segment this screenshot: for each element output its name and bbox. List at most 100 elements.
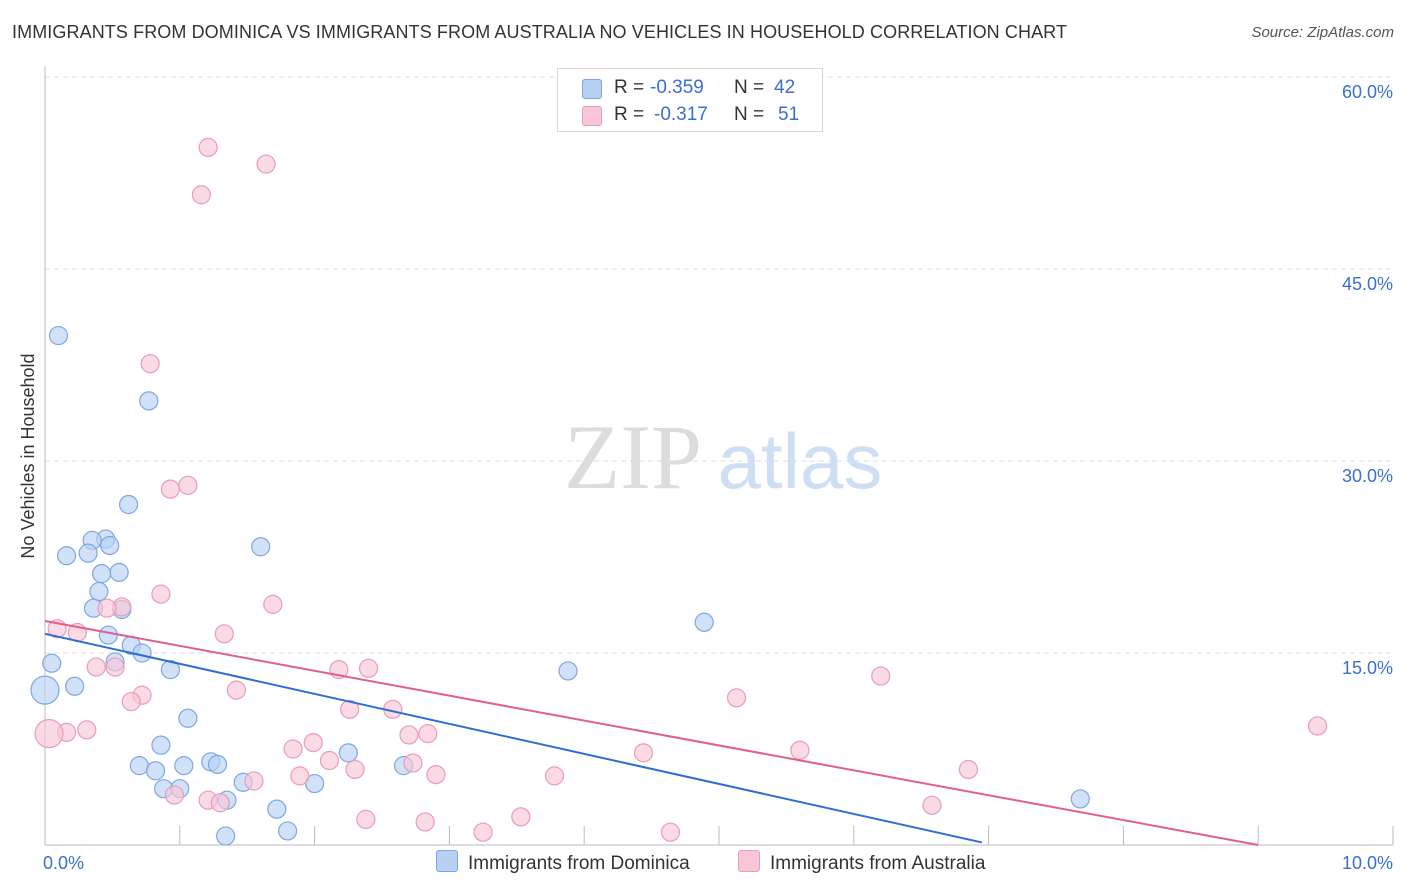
point-australia xyxy=(290,766,310,786)
point-australia xyxy=(263,594,283,614)
point-australia xyxy=(790,740,810,760)
point-australia xyxy=(283,739,303,759)
point-australia xyxy=(34,719,64,749)
point-dominica xyxy=(30,675,60,705)
point-australia xyxy=(511,807,531,827)
series-legend-australia: Immigrants from Australia xyxy=(738,850,985,875)
point-dominica xyxy=(216,826,236,846)
point-australia xyxy=(473,822,493,842)
point-dominica xyxy=(129,756,149,776)
point-dominica xyxy=(65,676,85,696)
point-australia xyxy=(426,764,446,785)
point-australia xyxy=(244,771,264,791)
point-australia xyxy=(1307,716,1328,736)
point-dominica xyxy=(178,708,198,728)
point-australia xyxy=(958,759,978,780)
point-australia xyxy=(86,657,106,677)
point-australia xyxy=(226,680,247,700)
y-tick-label: 15.0% xyxy=(1342,658,1393,678)
x-tick-label-max: 10.0% xyxy=(1342,853,1393,873)
point-australia xyxy=(210,793,230,813)
y-tick-label: 45.0% xyxy=(1342,274,1393,294)
point-dominica xyxy=(207,754,228,774)
y-axis-label: No Vehicles in Household xyxy=(18,353,38,558)
point-dominica xyxy=(78,543,98,563)
point-australia xyxy=(214,624,234,644)
point-australia xyxy=(198,137,218,157)
point-australia xyxy=(256,154,276,174)
series-legend-dominica: Immigrants from Dominica xyxy=(436,850,690,875)
point-australia xyxy=(164,785,185,805)
point-australia xyxy=(191,185,211,205)
point-dominica xyxy=(92,564,112,584)
x-tick-labels: 0.0% 10.0% xyxy=(43,853,1393,873)
legend-r-value: -0.359 xyxy=(650,77,704,98)
legend-r-value: -0.317 xyxy=(654,104,708,125)
point-australia xyxy=(121,692,141,712)
point-australia xyxy=(178,475,198,495)
point-dominica xyxy=(558,661,578,681)
point-australia xyxy=(356,809,376,830)
point-dominica xyxy=(160,660,180,680)
data-points xyxy=(30,137,1328,846)
x-tick-label-min: 0.0% xyxy=(43,853,84,873)
point-dominica xyxy=(118,494,139,515)
chart-title: IMMIGRANTS FROM DOMINICA VS IMMIGRANTS F… xyxy=(12,22,1068,42)
axes xyxy=(44,66,1394,846)
point-australia xyxy=(633,743,654,763)
point-dominica xyxy=(42,653,62,673)
point-dominica xyxy=(145,761,166,781)
point-dominica xyxy=(139,391,159,411)
series-name-dominica: Immigrants from Dominica xyxy=(468,853,690,874)
point-australia xyxy=(77,720,97,740)
watermark-zip: ZIP xyxy=(564,406,702,508)
y-tick-label: 30.0% xyxy=(1342,466,1393,486)
legend-n-label: N = xyxy=(734,77,765,98)
series-swatch-australia xyxy=(738,850,760,872)
point-australia xyxy=(105,657,125,677)
point-australia xyxy=(418,724,438,744)
point-dominica xyxy=(694,612,714,632)
legend-r-label: R = xyxy=(614,77,645,98)
point-australia xyxy=(97,598,117,618)
point-australia xyxy=(345,759,365,780)
correlation-legend: R = -0.359 N = 42 R = -0.317 N = 51 xyxy=(557,68,823,132)
point-australia xyxy=(340,699,360,719)
legend-n-value: 42 xyxy=(774,77,796,98)
point-australia xyxy=(726,688,747,708)
point-dominica xyxy=(151,735,171,755)
point-australia xyxy=(415,812,435,832)
series-name-australia: Immigrants from Australia xyxy=(770,853,986,874)
point-australia xyxy=(660,822,681,842)
point-australia xyxy=(544,766,565,786)
grid-lines xyxy=(45,76,1393,654)
legend-swatch-australia xyxy=(582,106,602,126)
point-dominica xyxy=(56,546,77,566)
point-australia xyxy=(151,584,171,604)
point-dominica xyxy=(267,799,287,819)
y-tick-label: 60.0% xyxy=(1342,82,1393,102)
point-dominica xyxy=(1070,789,1090,809)
trend-line-australia xyxy=(44,620,1259,846)
point-dominica xyxy=(278,821,298,841)
trend-lines xyxy=(44,620,1259,846)
legend-swatch-dominica xyxy=(582,79,602,99)
legend-r-label: R = xyxy=(614,104,645,125)
point-australia xyxy=(319,750,340,771)
point-australia xyxy=(871,666,891,686)
point-australia xyxy=(303,732,323,753)
point-dominica xyxy=(338,743,358,763)
point-dominica xyxy=(305,773,325,794)
point-dominica xyxy=(89,581,109,602)
point-dominica xyxy=(174,756,194,776)
series-swatch-dominica xyxy=(436,850,458,872)
source-label: Source: ZipAtlas.com xyxy=(1251,24,1394,41)
point-dominica xyxy=(100,535,120,556)
point-dominica xyxy=(48,325,69,346)
y-tick-labels: 15.0% 30.0% 45.0% 60.0% xyxy=(1342,82,1393,678)
point-australia xyxy=(403,753,423,773)
point-australia xyxy=(399,725,419,745)
legend-n-label: N = xyxy=(734,104,765,125)
point-australia xyxy=(160,479,180,499)
